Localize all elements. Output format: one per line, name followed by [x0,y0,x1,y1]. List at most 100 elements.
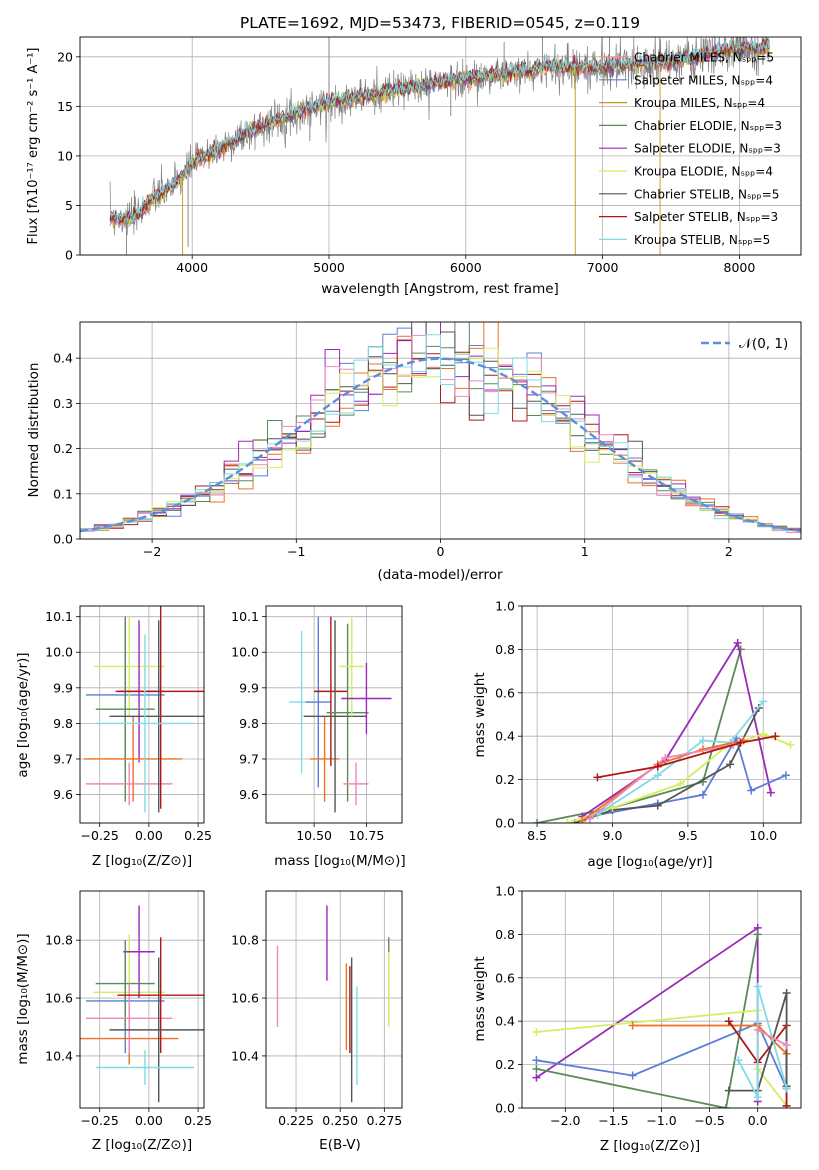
age-z-frame [79,605,205,824]
mw-age-marker [578,816,587,823]
age-mass-ytick-label: 10.0 [231,645,259,660]
residuals-ytick-label: 0.2 [53,441,73,456]
mw-age-ytick-label: 0.8 [495,642,515,657]
spectrum-xtick-label: 8000 [724,260,756,275]
mw-z-xlabel: Z [log₁₀(Z/Z⊙)] [600,1138,700,1154]
mass-ebv-xtick-label: 0.225 [278,1113,314,1128]
age-mass-ytick-label: 9.6 [239,787,259,802]
mw-age-marker [661,753,670,762]
age-mass-xtick-label: 10.75 [349,828,385,843]
spectrum-legend-label: Kroupa STELIB, Nₛₚₚ=5 [634,233,770,247]
mw-age-marker [676,779,685,788]
residuals-ytick-label: 0.1 [53,486,73,501]
mw-z-marker [753,930,762,939]
residuals-ytick-label: 0.0 [53,532,73,547]
spectrum-model-salp_stelib [109,37,770,225]
mw-z-frame [521,890,802,1109]
age-z-ytick-label: 9.8 [53,716,73,731]
spectrum-legend-label: Kroupa ELODIE, Nₛₚₚ=4 [634,165,773,179]
mw-z-xtick-label: 0.0 [748,1113,768,1128]
residuals-ytick-label: 0.3 [53,396,73,411]
mass-z-xtick-label: −0.25 [81,1113,119,1128]
mw-age-marker [533,819,542,823]
mw-age-marker [698,736,707,745]
mw-age-marker [747,786,756,795]
clip-mass-z-group [80,905,204,1103]
mw-age-marker [736,738,745,747]
mw-z-marker [753,982,762,991]
mw-z-marker [532,1073,541,1082]
clip-mass-ebv-group [276,905,390,1103]
mw-z-marker [628,1071,637,1080]
mw-age-marker [653,762,662,771]
mw-z-marker [724,1086,733,1095]
mw-z-ytick-label: 1.0 [495,884,515,899]
mass-z-ytick-label: 10.8 [45,933,73,948]
age-z-xtick-label: 0.00 [135,828,163,843]
residuals-ytick-label: 0.4 [53,351,73,366]
age-mass-frame [265,605,403,824]
age-mass-ytick-label: 10.1 [231,609,259,624]
spectrum-xtick-label: 6000 [450,260,482,275]
clip-age-z-group [83,606,204,813]
clip-mw-age-group [533,638,795,823]
residuals-ylabel: Normed distribution [26,363,42,498]
age-z-ytick-label: 9.7 [53,751,73,766]
mw-z-marker [782,1101,791,1108]
spectrum-ytick-label: 0 [65,248,73,263]
mw-age-series-5 [596,700,765,816]
mass-ebv-xtick-label: 0.275 [366,1113,402,1128]
mw-z-marker [753,1025,762,1034]
clip-spec-group [109,37,770,255]
spectrum-xtick-label: 7000 [587,260,619,275]
mass-z-ylabel: mass [log₁₀(M/M⊙)] [15,933,31,1064]
mw-z-ytick-label: 0.6 [495,970,515,985]
mw-age-marker [593,773,602,782]
age-z-ytick-label: 10.0 [45,645,73,660]
age-mass-xlabel: mass [log₁₀(M/M⊙)] [274,853,405,869]
mw-z-ytick-label: 0.8 [495,927,515,942]
mw-age-marker [759,730,768,739]
mw-age-series-8 [597,735,776,779]
mass-ebv-xlabel: E(B-V) [319,1137,361,1153]
mw-age-series-2 [589,736,787,818]
age-mass-ytick-label: 9.9 [239,680,259,695]
mw-age-marker [653,801,662,810]
clip-res-group [80,322,801,535]
mass-z-ytick-label: 10.6 [45,991,73,1006]
mw-z-marker [724,1017,733,1026]
residuals-legend-label: 𝒩(0, 1) [739,336,788,352]
residuals-xtick-label: −1 [287,544,305,559]
mw-age-marker [759,697,768,706]
mw-z-marker [532,1064,541,1073]
mw-age-marker [771,732,780,741]
mw-age-marker [698,790,707,799]
mw-age-frame [521,605,802,824]
mw-age-xtick-label: 9.5 [678,828,698,843]
spectrum-legend-label: Chabrier ELODIE, Nₛₚₚ=3 [634,119,782,133]
mass-z-frame [79,890,205,1109]
mw-z-marker [782,988,791,997]
mw-z-ylabel: mass weight [472,956,488,1041]
age-mass-xtick-label: 10.50 [296,828,332,843]
mass-z-xtick-label: 0.25 [184,1113,212,1128]
age-z-xtick-label: −0.25 [81,828,119,843]
mw-z-xtick-label: −1.5 [598,1113,628,1128]
mw-age-marker [736,645,745,654]
age-z-ytick-label: 9.9 [53,680,73,695]
mw-z-xtick-label: −1.0 [646,1113,676,1128]
spectrum-xtick-label: 5000 [313,260,345,275]
mw-age-marker [733,638,742,647]
spectrum-legend-label: Salpeter MILES, Nₛₚₚ=4 [634,73,773,87]
mw-z-series-3 [536,1022,788,1089]
mass-ebv-frame [265,890,403,1109]
mw-z-ytick-label: 0.4 [495,1014,515,1029]
clip-mw-z-group [532,923,791,1108]
mw-age-marker [786,740,795,749]
mw-z-marker [734,1056,743,1065]
spectrum-model-krou_stelib [109,38,770,222]
mw-age-ytick-label: 0.2 [495,772,515,787]
mw-z-ytick-label: 0.2 [495,1057,515,1072]
mass-ebv-ytick-label: 10.8 [231,933,259,948]
